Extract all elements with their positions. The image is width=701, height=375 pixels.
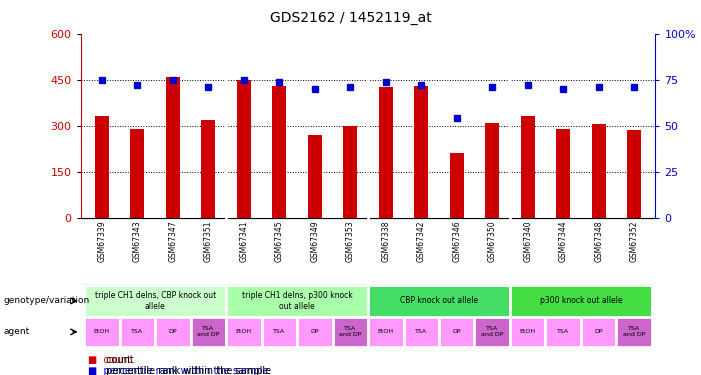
Text: TSA: TSA (557, 329, 569, 334)
Bar (120, 317, 155, 347)
Text: TSA
and DP: TSA and DP (197, 327, 219, 337)
Text: GSM67350: GSM67350 (488, 221, 497, 262)
Bar (226, 285, 368, 317)
Text: GSM67342: GSM67342 (417, 221, 426, 262)
Text: TSA
and DP: TSA and DP (339, 327, 362, 337)
Bar (545, 317, 581, 347)
Text: TSA
and DP: TSA and DP (623, 327, 646, 337)
Text: agent: agent (4, 327, 29, 336)
Text: EtOH: EtOH (378, 329, 394, 334)
Bar (616, 317, 652, 347)
Text: DP: DP (169, 329, 177, 334)
Text: triple CH1 delns, CBP knock out
allele: triple CH1 delns, CBP knock out allele (95, 291, 216, 310)
Bar (414, 86, 428, 218)
Text: ■  count: ■ count (88, 355, 131, 365)
Text: TSA: TSA (415, 329, 428, 334)
Text: genotype/variation: genotype/variation (4, 296, 90, 305)
Bar (627, 130, 641, 218)
Text: triple CH1 delns, p300 knock
out allele: triple CH1 delns, p300 knock out allele (242, 291, 353, 310)
Bar (191, 317, 226, 347)
Bar (84, 285, 226, 317)
Text: TSA
and DP: TSA and DP (481, 327, 503, 337)
Text: GSM67338: GSM67338 (381, 221, 390, 262)
Bar (439, 317, 475, 347)
Bar (581, 317, 616, 347)
Text: DP: DP (311, 329, 319, 334)
Text: DP: DP (452, 329, 461, 334)
Text: EtOH: EtOH (94, 329, 110, 334)
Bar (297, 317, 332, 347)
Bar (332, 317, 368, 347)
Bar (368, 285, 510, 317)
Text: GSM67352: GSM67352 (629, 221, 639, 262)
Text: GSM67347: GSM67347 (168, 221, 177, 262)
Bar (272, 86, 287, 218)
Text: percentile rank within the sample: percentile rank within the sample (103, 366, 271, 375)
Text: GSM67346: GSM67346 (452, 221, 461, 262)
Bar (226, 317, 261, 347)
Text: TSA: TSA (273, 329, 285, 334)
Bar (201, 120, 215, 218)
Text: ■  percentile rank within the sample: ■ percentile rank within the sample (88, 366, 268, 375)
Bar (368, 317, 404, 347)
Bar (404, 317, 439, 347)
Bar (510, 285, 652, 317)
Text: DP: DP (594, 329, 603, 334)
Bar (510, 317, 545, 347)
Text: GSM67341: GSM67341 (239, 221, 248, 262)
Text: count: count (103, 355, 134, 365)
Bar (95, 116, 109, 218)
Text: GSM67339: GSM67339 (97, 221, 107, 262)
Text: GDS2162 / 1452119_at: GDS2162 / 1452119_at (270, 11, 431, 25)
Text: CBP knock out allele: CBP knock out allele (400, 296, 478, 305)
Bar (165, 76, 180, 218)
Text: GSM67353: GSM67353 (346, 221, 355, 262)
Bar (343, 126, 358, 218)
Bar (521, 116, 535, 218)
Bar (379, 87, 393, 218)
Text: GSM67340: GSM67340 (523, 221, 532, 262)
Bar (556, 129, 571, 217)
Bar (84, 317, 120, 347)
Text: GSM67348: GSM67348 (594, 221, 603, 262)
Text: GSM67343: GSM67343 (133, 221, 142, 262)
Bar (155, 317, 191, 347)
Text: GSM67349: GSM67349 (311, 221, 319, 262)
Bar (308, 135, 322, 218)
Bar (449, 153, 464, 218)
Text: GSM67345: GSM67345 (275, 221, 284, 262)
Bar (237, 80, 251, 218)
Text: GSM67351: GSM67351 (204, 221, 213, 262)
Bar (261, 317, 297, 347)
Bar (485, 123, 499, 218)
Bar (592, 124, 606, 218)
Text: GSM67344: GSM67344 (559, 221, 568, 262)
Text: EtOH: EtOH (519, 329, 536, 334)
Bar (475, 317, 510, 347)
Text: p300 knock out allele: p300 knock out allele (540, 296, 622, 305)
Text: TSA: TSA (131, 329, 144, 334)
Text: EtOH: EtOH (236, 329, 252, 334)
Bar (130, 129, 144, 217)
